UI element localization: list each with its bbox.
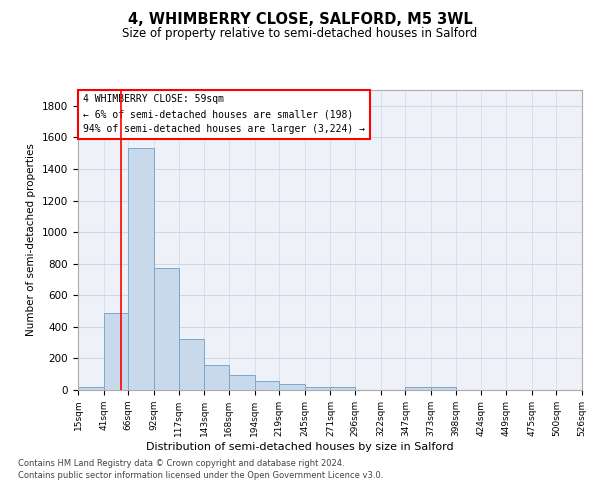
Text: Distribution of semi-detached houses by size in Salford: Distribution of semi-detached houses by … [146, 442, 454, 452]
Bar [279, 384, 305, 390]
Bar [78, 387, 104, 390]
Bar [229, 375, 254, 390]
Bar [431, 387, 456, 390]
Bar [128, 148, 154, 390]
Bar [254, 380, 279, 390]
Bar [331, 387, 355, 390]
Bar [305, 387, 331, 390]
Bar [154, 268, 179, 390]
Bar [406, 387, 431, 390]
Y-axis label: Number of semi-detached properties: Number of semi-detached properties [26, 144, 37, 336]
Text: Size of property relative to semi-detached houses in Salford: Size of property relative to semi-detach… [122, 28, 478, 40]
Text: 4, WHIMBERRY CLOSE, SALFORD, M5 3WL: 4, WHIMBERRY CLOSE, SALFORD, M5 3WL [128, 12, 472, 28]
Bar [104, 312, 128, 390]
Text: 4 WHIMBERRY CLOSE: 59sqm
← 6% of semi-detached houses are smaller (198)
94% of s: 4 WHIMBERRY CLOSE: 59sqm ← 6% of semi-de… [83, 94, 365, 134]
Text: Contains public sector information licensed under the Open Government Licence v3: Contains public sector information licen… [18, 471, 383, 480]
Bar [179, 340, 204, 390]
Text: Contains HM Land Registry data © Crown copyright and database right 2024.: Contains HM Land Registry data © Crown c… [18, 458, 344, 468]
Bar [204, 364, 229, 390]
